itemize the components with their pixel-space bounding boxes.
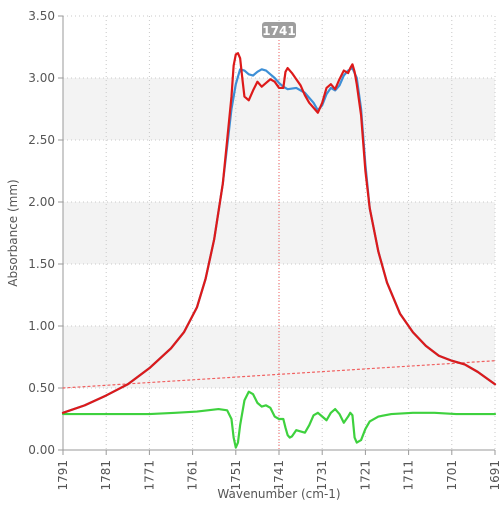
- x-tick-label: 1751: [229, 460, 243, 491]
- x-tick-label: 1721: [358, 460, 372, 491]
- y-axis-title: Absorbance (mm): [6, 179, 20, 286]
- y-tick-labels: 0.00 0.50 1.00 1.50 2.00 2.50 3.00 3.50: [28, 9, 63, 457]
- y-tick-label: 0.00: [28, 443, 55, 457]
- cursor-marker[interactable]: 1741: [262, 22, 296, 450]
- x-tick-label: 1711: [402, 460, 416, 491]
- x-tick-label: 1731: [315, 460, 329, 491]
- x-tick-label: 1691: [488, 460, 500, 491]
- x-tick-labels: 1791 1781 1771 1761 1751 1741 1731 1721 1711 1701…: [56, 450, 500, 491]
- y-tick-label: 0.50: [28, 381, 55, 395]
- series-line-2: [61, 390, 497, 449]
- cursor-label-box[interactable]: [262, 22, 296, 38]
- x-tick-label: 1781: [99, 460, 113, 491]
- y-tick-label: 3.00: [28, 71, 55, 85]
- series-line-3: [62, 360, 496, 389]
- y-tick-label: 1.50: [28, 257, 55, 271]
- y-tick-label: 2.00: [28, 195, 55, 209]
- y-tick-label: 3.50: [28, 9, 55, 23]
- x-tick-label: 1741: [272, 460, 286, 491]
- x-tick-label: 1771: [142, 460, 156, 491]
- data-series: [61, 52, 497, 449]
- series-line-1: [61, 52, 497, 414]
- x-tick-label: 1761: [186, 460, 200, 491]
- x-axis-title: Wavenumber (cm-1): [217, 487, 340, 501]
- x-tick-label: 1791: [56, 460, 70, 491]
- cursor-label: 1741: [262, 24, 295, 38]
- y-tick-label: 1.00: [28, 319, 55, 333]
- x-tick-label: 1701: [445, 460, 459, 491]
- y-tick-label: 2.50: [28, 133, 55, 147]
